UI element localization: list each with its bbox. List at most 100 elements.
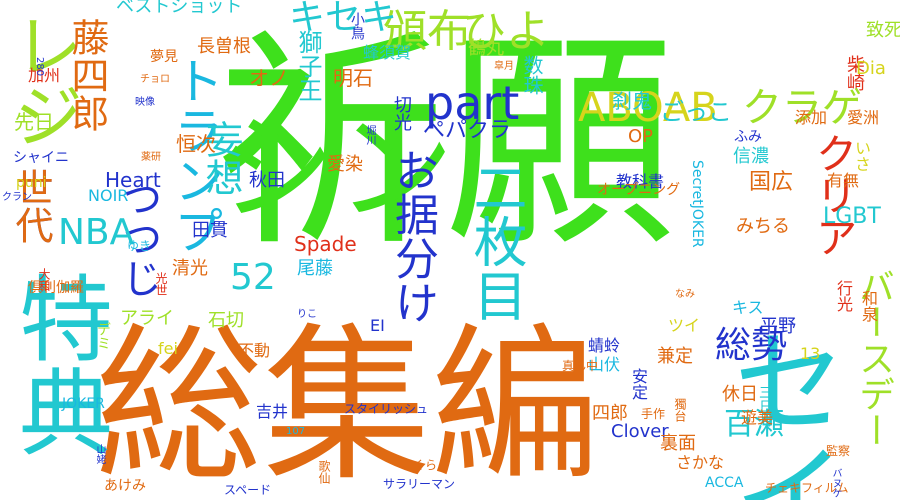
word-cloud-term: キセキ [289,0,398,38]
word-cloud-term: 歌仙 [317,460,331,484]
word-cloud-term: JOKER [62,396,105,412]
word-cloud-term: チェキフィルム [765,481,849,495]
word-cloud-term: part [425,76,520,130]
word-cloud-term: 柴崎 [844,55,865,91]
word-cloud-term: 山伏 [588,355,621,374]
word-cloud-term: 切光 [391,95,412,131]
word-cloud-term: fei [158,339,178,358]
word-cloud-term: EI [370,316,385,335]
word-cloud-term: 安定 [629,368,648,400]
word-cloud-term: 二枚目 [464,160,527,322]
word-cloud-term: オノ [249,66,289,90]
word-cloud-term: 真ん中 [562,359,599,373]
word-cloud-term: LGBT [823,204,881,229]
word-cloud-term: 信濃 [733,146,769,167]
word-cloud-term: クラゲ [742,85,862,131]
word-cloud-term: 平野 [760,316,796,337]
word-cloud-term: 吉井 [256,402,289,421]
word-cloud-term: 四郎 [592,403,628,424]
word-cloud-term: SecretJOKER [689,160,705,248]
word-cloud-term: 遊美 [741,408,774,427]
word-cloud-term: 総集編 [95,308,599,500]
word-cloud-term: 愛洲 [847,108,880,127]
word-cloud-term: デミ [95,322,111,350]
word-cloud-term: ABOAB [578,85,718,131]
word-cloud-term: アライ [120,308,174,329]
word-cloud-term: シャイニ [13,150,69,166]
word-cloud-term: スペード [224,483,272,497]
word-cloud-term: 国広 [749,170,794,195]
word-cloud-term: 大和 [37,268,51,292]
word-cloud-term: つつじ [115,178,161,298]
word-cloud-term: 愛染 [327,154,363,175]
word-cloud-term: さかな [676,453,725,472]
word-cloud-term: キス [732,298,764,317]
word-cloud-term: オープニング [597,182,681,198]
word-cloud-term: 総勢 [715,325,788,366]
word-cloud-term: 恒次 [176,132,216,156]
word-cloud-term: OP [628,126,654,147]
word-cloud-term: ACCA [705,475,744,491]
word-cloud-term: 蜂須賀 [363,43,412,62]
word-cloud-term: いくら [401,458,438,472]
word-cloud-term: りこ [297,309,317,320]
word-cloud-term: なみ [675,289,695,300]
word-cloud-term: 行光 [834,280,853,312]
word-cloud-term: 三日月 [757,385,773,427]
word-cloud-term: 光世 [154,272,168,296]
word-cloud-term: Dia [856,58,886,79]
word-cloud-term: チョロ [140,74,170,85]
word-cloud-term: 田貫 [192,220,228,241]
word-cloud-term: 兼定 [657,346,693,367]
word-cloud-term: サラリーマン [383,477,456,491]
word-cloud-term: 数珠 [520,55,544,95]
word-cloud-term: 裏面 [660,433,696,454]
word-cloud-term: 祈願 [215,11,676,278]
word-cloud-term: Spade [294,232,357,256]
word-cloud-term: NBA [58,212,135,253]
word-cloud-term: 13 [800,344,821,363]
word-cloud-term: 52 [230,257,276,298]
word-cloud-term: 休日 [722,384,758,405]
word-cloud-term: バースデー [853,268,894,448]
word-cloud-term: 不動 [238,341,271,360]
word-cloud-term: 映像 [135,97,155,108]
word-cloud-term: クリア [809,132,858,258]
word-cloud-term: ごっこ [660,98,732,126]
word-cloud-term: シン [218,100,455,238]
word-cloud-term: 致死 [866,20,900,41]
word-cloud-term: 皐月 [494,61,514,72]
word-cloud-term: 世代 [9,168,53,244]
word-cloud-term: いさ [852,140,871,172]
word-cloud-term: 秋田 [249,170,285,191]
word-cloud-term: ぺパクラ [423,118,512,143]
word-cloud-term: 刹鬼 [612,89,652,113]
word-cloud-term: ふみ [734,129,762,145]
word-cloud-term: 藤四郎 [65,18,109,132]
word-cloud-term: 薬研 [141,152,161,163]
word-cloud-term: 教科書 [616,172,665,191]
word-cloud-term: セイ [713,322,847,500]
word-cloud-term: 特典 [3,270,112,458]
word-cloud-term: 倶利伽羅 [28,280,84,296]
word-cloud-term: 明石 [333,66,373,90]
word-cloud-term: みちる [736,216,790,237]
word-cloud-term: 添加 [795,108,828,127]
word-cloud-term: 有無 [827,171,860,190]
word-cloud-term: 280 [34,57,45,77]
word-cloud-term: 妄想 [199,120,243,196]
word-cloud-term: puni [16,175,47,191]
word-cloud-term: お据分け [387,148,438,324]
word-cloud-term: レジ [2,10,84,150]
word-cloud-term: トランプ [166,55,224,255]
word-cloud-term: ベストショット [116,0,243,17]
word-cloud-term: 長曽根 [197,36,251,57]
word-cloud-term: 獨台 [673,398,687,422]
word-cloud-term: 和泉 [859,290,878,322]
word-cloud-term: クラン [2,192,32,203]
word-cloud-term: ゆき [127,239,152,253]
word-cloud-term: 107 [286,426,306,437]
word-cloud-term: 先日 [14,110,54,134]
word-cloud-term: 鶴丸 [468,38,504,59]
